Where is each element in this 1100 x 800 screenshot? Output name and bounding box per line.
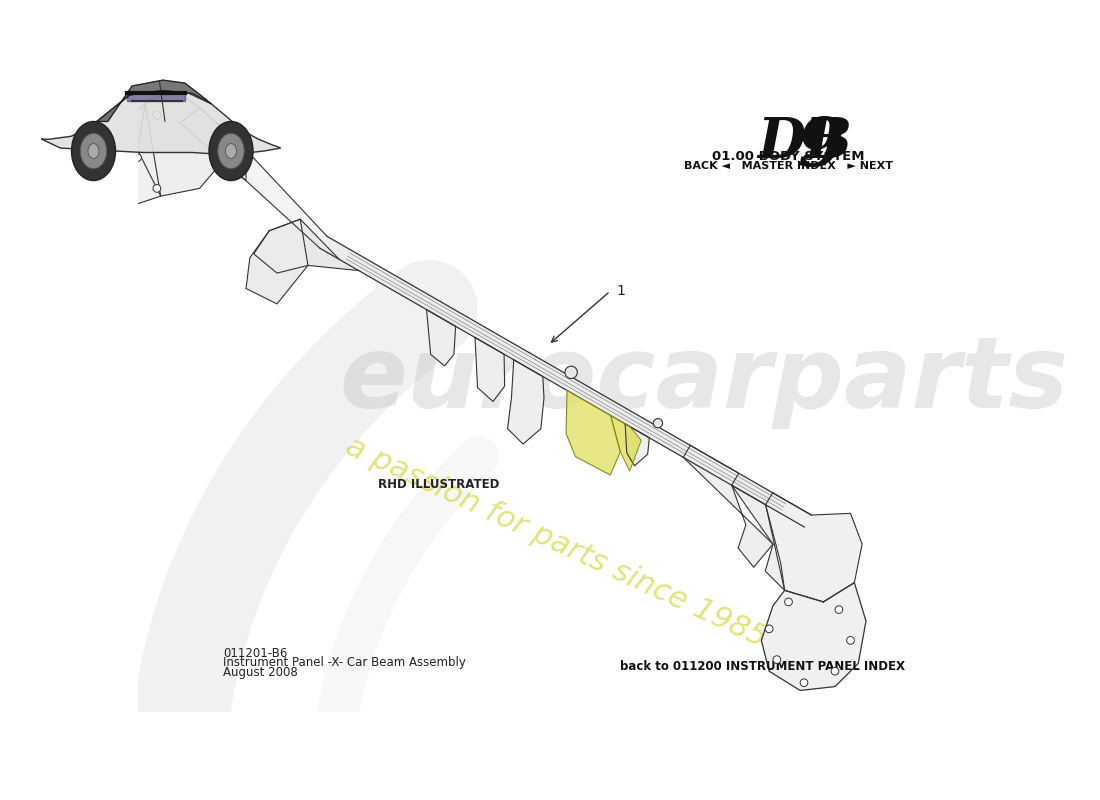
Polygon shape (610, 415, 641, 471)
Circle shape (209, 122, 253, 181)
Circle shape (218, 134, 244, 169)
Circle shape (847, 637, 855, 644)
Text: eurocarparts: eurocarparts (339, 333, 1068, 430)
Polygon shape (761, 582, 866, 690)
Circle shape (226, 144, 236, 158)
Polygon shape (475, 338, 505, 402)
Circle shape (153, 185, 161, 192)
Text: Instrument Panel -X- Car Beam Assembly: Instrument Panel -X- Car Beam Assembly (222, 656, 465, 669)
Polygon shape (683, 446, 773, 567)
Text: RHD ILLUSTRATED: RHD ILLUSTRATED (377, 478, 499, 491)
Circle shape (80, 134, 107, 169)
Circle shape (653, 418, 662, 428)
Polygon shape (180, 107, 327, 248)
Text: a passion for parts since 1985: a passion for parts since 1985 (341, 432, 771, 653)
Polygon shape (732, 486, 784, 590)
Text: 011201-B6: 011201-B6 (222, 646, 287, 660)
Circle shape (835, 606, 843, 614)
Polygon shape (766, 493, 862, 602)
Circle shape (153, 111, 161, 119)
Polygon shape (625, 424, 649, 466)
Circle shape (832, 667, 839, 675)
Circle shape (72, 122, 116, 181)
Polygon shape (246, 219, 308, 304)
Circle shape (766, 625, 773, 633)
Polygon shape (427, 310, 455, 366)
Circle shape (88, 144, 99, 158)
Polygon shape (566, 390, 620, 475)
Polygon shape (320, 236, 812, 527)
Polygon shape (507, 360, 544, 444)
Text: DB: DB (758, 115, 852, 170)
Polygon shape (138, 88, 246, 196)
Polygon shape (97, 80, 211, 122)
Text: 1: 1 (616, 284, 626, 298)
Text: 01.00 BODY SYSTEM: 01.00 BODY SYSTEM (713, 150, 865, 163)
Circle shape (565, 366, 578, 378)
Circle shape (800, 679, 807, 686)
Text: back to 011200 INSTRUMENT PANEL INDEX: back to 011200 INSTRUMENT PANEL INDEX (619, 661, 904, 674)
Text: BACK ◄   MASTER INDEX   ► NEXT: BACK ◄ MASTER INDEX ► NEXT (684, 161, 893, 170)
Polygon shape (42, 90, 280, 154)
Circle shape (784, 598, 792, 606)
Circle shape (773, 656, 781, 663)
Polygon shape (254, 219, 359, 273)
Polygon shape (114, 104, 161, 204)
Circle shape (133, 154, 142, 162)
Polygon shape (126, 92, 185, 101)
Text: 9: 9 (798, 115, 844, 180)
Text: August 2008: August 2008 (222, 666, 297, 679)
